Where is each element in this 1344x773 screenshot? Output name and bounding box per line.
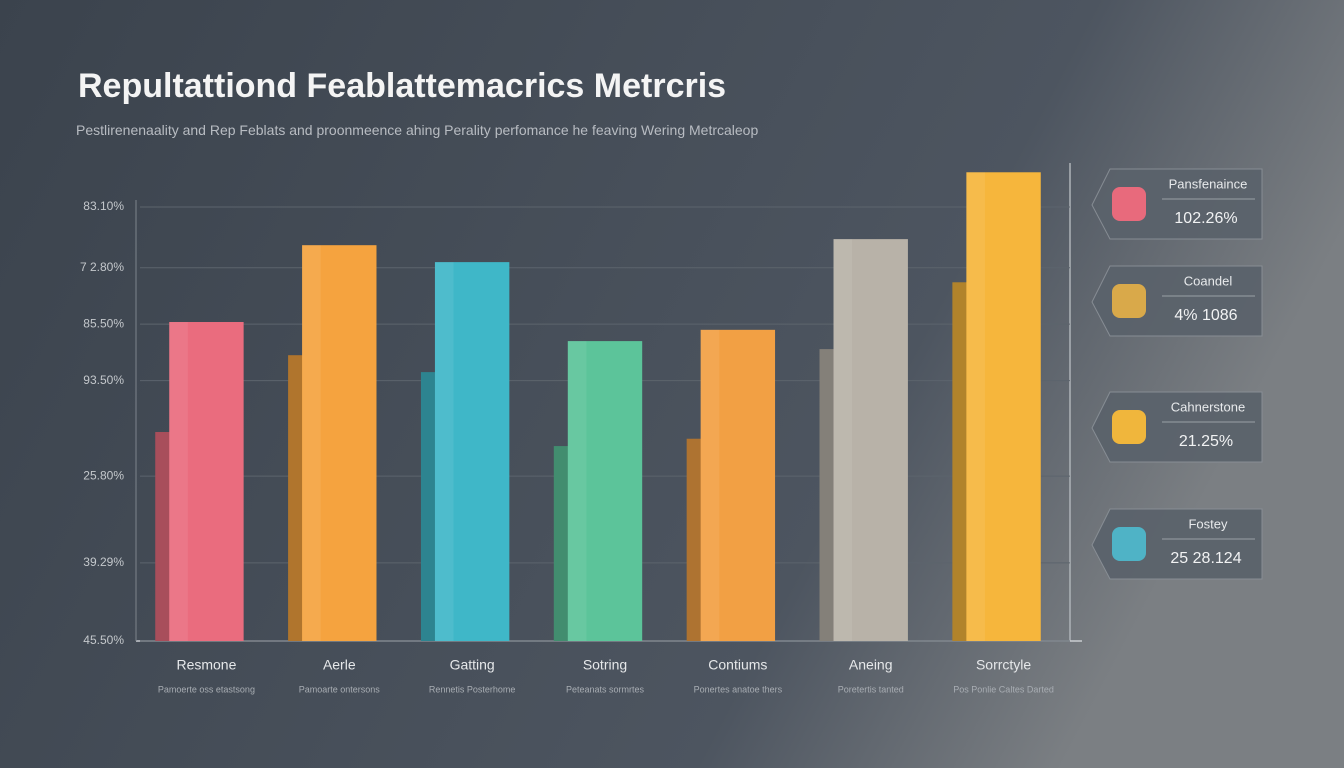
y-tick-label: 83.10% (83, 199, 124, 213)
y-tick-label: 7 2.80% (80, 260, 124, 274)
bar (302, 245, 377, 641)
bar-highlight (169, 322, 188, 641)
category-note: Peteanats sormrtes (566, 684, 645, 694)
card (1091, 168, 1263, 240)
card-title: Fostey (1188, 516, 1228, 531)
card-icon (1112, 410, 1146, 444)
category-note: Pamoarte ontersons (299, 684, 381, 694)
card-icon (1112, 284, 1146, 318)
bar-highlight (833, 239, 853, 641)
y-tick-label: 85.50% (83, 316, 124, 330)
card-value: 25 28.124 (1170, 550, 1241, 567)
x-tick-label: Aerle (323, 657, 356, 673)
y-tick-label: 93.50% (83, 373, 124, 387)
card (1091, 391, 1263, 463)
category-note: Poretertis tanted (838, 684, 904, 694)
card-value: 4% 1086 (1174, 307, 1237, 324)
bar-side (288, 355, 305, 641)
category-note: Pos Ponlie Caltes Darted (953, 684, 1054, 694)
x-tick-label: Resmone (176, 657, 236, 673)
y-tick-label: 39.29% (83, 555, 124, 569)
bar-side (155, 432, 172, 641)
subtitle-box: Pestlirenenaality and Rep Feblats and pr… (76, 122, 759, 138)
bar (833, 239, 908, 641)
bar-side (553, 446, 570, 641)
x-tick-label: Sorrctyle (976, 657, 1031, 673)
card-title: Coandel (1184, 273, 1233, 288)
bar (700, 329, 776, 641)
bar-highlight (966, 172, 985, 641)
card-icon (1112, 187, 1146, 221)
bar (966, 172, 1041, 641)
chart-subtitle: Pestlirenenaality and Rep Feblats and pr… (76, 122, 759, 138)
bar (434, 262, 510, 641)
bar-side (686, 438, 703, 641)
bar-side (952, 282, 969, 641)
chart-title: Repultattiond Feablattemacrics Metrcris (78, 67, 726, 105)
category-note: Pamoerte oss etastsong (158, 684, 255, 694)
bar-side (420, 372, 437, 641)
x-tick-label: Contiums (708, 657, 767, 673)
category-note: Ponertes anatoe thers (694, 684, 783, 694)
y-tick-label: 45.50% (83, 633, 124, 647)
bar-highlight (567, 341, 587, 641)
bar-highlight (700, 329, 720, 641)
card (1091, 508, 1263, 580)
bar (169, 322, 244, 641)
x-tick-label: Sotring (583, 657, 627, 673)
bar (567, 341, 643, 641)
card-icon (1112, 527, 1146, 561)
card-title: Cahnerstone (1171, 399, 1245, 414)
bar-highlight (302, 245, 321, 641)
card (1091, 265, 1263, 337)
card-value: 21.25% (1179, 433, 1233, 450)
x-tick-label: Gatting (450, 657, 495, 673)
x-tick-label: Aneing (849, 657, 893, 673)
category-note: Rennetis Posterhome (429, 684, 516, 694)
card-value: 102.26% (1174, 210, 1237, 227)
y-tick-label: 25.80% (83, 468, 124, 482)
bar-highlight (434, 262, 454, 641)
bar-side (819, 349, 836, 641)
card-title: Pansfenaince (1169, 176, 1248, 191)
